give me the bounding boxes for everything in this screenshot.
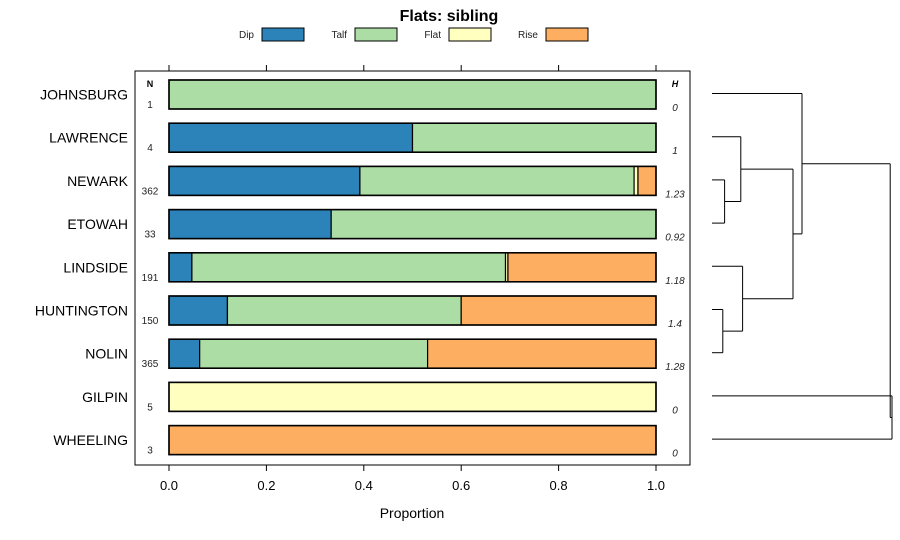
h-value: 1.23	[665, 189, 685, 200]
bar-outline-lawrence	[168, 122, 657, 153]
dendrogram	[712, 93, 893, 440]
bar-segment-newark-talf	[359, 165, 635, 196]
bar-segment-nolin-rise	[426, 338, 657, 369]
bars	[168, 79, 657, 456]
n-value: 150	[142, 316, 159, 327]
category-label: LAWRENCE	[49, 130, 128, 146]
category-label: NOLIN	[85, 346, 128, 362]
n-value: 365	[142, 359, 159, 370]
bar-segment-lawrence-talf	[411, 122, 657, 153]
legend-label-talf: Talf	[331, 30, 347, 41]
h-value: 0.92	[665, 233, 685, 244]
bar-outline-newark	[168, 165, 657, 197]
legend-swatch-dip	[261, 27, 305, 42]
x-tick-label: 1.0	[647, 478, 665, 493]
category-label: WHEELING	[53, 432, 128, 448]
n-value: 191	[142, 273, 159, 284]
category-label: HUNTINGTON	[35, 303, 128, 319]
legend-swatch-flat	[448, 27, 492, 42]
plot-panel	[134, 70, 691, 466]
h-value: 1.28	[665, 362, 685, 373]
x-tick-label: 0.4	[355, 478, 373, 493]
n-value: 362	[142, 186, 159, 197]
legend-swatch-talf	[354, 27, 398, 42]
category-label: GILPIN	[82, 389, 128, 405]
n-value: 33	[144, 230, 156, 241]
h-column-header: H	[672, 79, 679, 89]
axes: 0.0 0.2 0.4 0.6 0.8 1.0	[160, 65, 665, 493]
row-labels: JOHNSBURG 1 0 LAWRENCE 4 1 NEWARK 362 1.23 ETOWAH…	[35, 87, 685, 460]
bar-segment-huntington-talf	[226, 295, 462, 326]
bar-outline-lindside	[168, 252, 657, 283]
h-value: 0	[672, 103, 678, 114]
x-tick-label: 0.2	[257, 478, 275, 493]
bar-segment-newark-rise	[637, 165, 657, 196]
legend-swatch-rise	[545, 27, 589, 42]
bar-segment-wheeling-rise	[168, 425, 657, 456]
n-column-header: N	[147, 79, 154, 89]
n-value: 4	[147, 143, 153, 154]
bar-segment-huntington-rise	[460, 295, 657, 326]
category-label: ETOWAH	[67, 216, 128, 232]
bar-segment-lindside-talf	[191, 252, 507, 283]
h-value: 1.4	[668, 319, 682, 330]
bar-outline-nolin	[168, 338, 657, 370]
n-value: 3	[147, 446, 153, 457]
bar-outline-johnsburg	[168, 79, 657, 110]
x-tick-label: 0.8	[550, 478, 568, 493]
bar-segment-etowah-talf	[330, 209, 657, 240]
n-value: 5	[147, 402, 153, 413]
bar-segment-lawrence-dip	[168, 122, 414, 153]
category-label: NEWARK	[67, 173, 129, 189]
legend-label-dip: Dip	[239, 30, 254, 41]
legend-label-flat: Flat	[424, 30, 441, 41]
h-value: 1.18	[665, 276, 685, 287]
x-tick-label: 0.6	[452, 478, 470, 493]
bar-outline-wheeling	[168, 424, 657, 456]
x-tick-label: 0.0	[160, 478, 178, 493]
bar-segment-gilpin-flat	[168, 381, 657, 412]
bar-segment-johnsburg-talf	[168, 79, 657, 110]
bar-segment-etowah-dip	[168, 209, 332, 240]
bar-segment-huntington-dip	[168, 295, 229, 326]
legend-label-rise: Rise	[518, 30, 538, 41]
category-label: LINDSIDE	[63, 259, 128, 275]
bar-segment-nolin-talf	[199, 338, 429, 369]
bar-segment-lindside-rise	[507, 252, 657, 283]
bar-outline-etowah	[168, 208, 657, 240]
x-axis-title: Proportion	[380, 505, 445, 521]
h-value: 1	[672, 146, 678, 157]
n-value: 1	[147, 100, 153, 111]
h-value: 0	[672, 449, 678, 460]
bar-outline-gilpin	[168, 381, 657, 413]
bar-outline-huntington	[168, 295, 657, 326]
bar-segment-newark-dip	[168, 165, 361, 196]
bar-segment-lindside-dip	[168, 252, 193, 283]
h-value: 0	[672, 405, 678, 416]
category-label: JOHNSBURG	[40, 87, 128, 103]
bar-segment-nolin-dip	[168, 338, 201, 369]
legend: Dip Talf Flat Rise	[239, 27, 589, 42]
chart-title: Flats: sibling	[400, 8, 499, 25]
